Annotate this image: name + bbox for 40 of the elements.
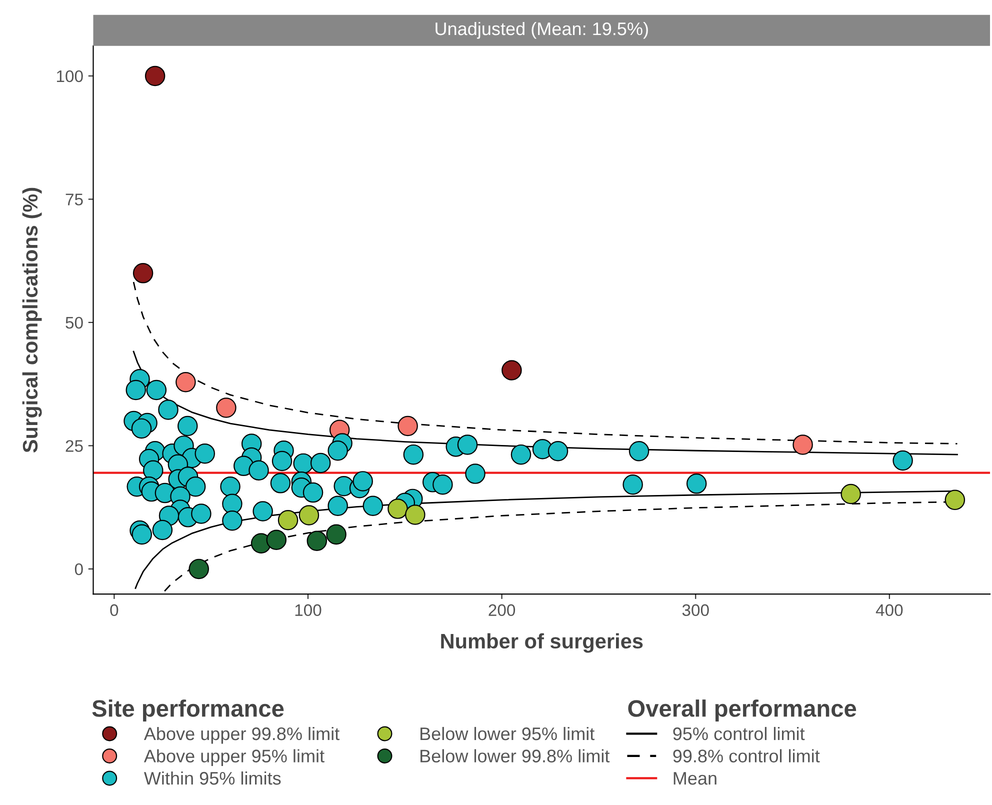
x-axis-title: Number of surgeries (441, 633, 643, 653)
y-tick-label: 25 (66, 440, 83, 452)
point (132, 263, 154, 284)
x-tick-label: 100 (295, 604, 322, 616)
x-tick-label: 200 (488, 604, 516, 616)
point (944, 490, 966, 510)
legend-label: Below lower 99.8% limit (420, 749, 610, 762)
text: Overall performance (628, 700, 856, 722)
legend-label: Above upper 99.8% limit (144, 726, 340, 744)
y-tick-label: 75 (66, 194, 83, 206)
y-axis-title: Surgical complications (%) (22, 188, 42, 453)
y-tick-label: 100 (56, 70, 83, 82)
point (388, 498, 408, 519)
point (398, 416, 418, 436)
point (278, 510, 298, 530)
legend-label: Below lower 95% limit (420, 726, 595, 740)
point (188, 558, 209, 580)
legend-label: Within 95% limits (144, 771, 281, 785)
legend-label: 95% control limit (673, 726, 805, 740)
legend-label: Mean (674, 772, 716, 785)
point (266, 530, 287, 550)
point (216, 398, 236, 418)
x-tick-label: 400 (876, 604, 903, 616)
x-tick-label: 300 (682, 604, 709, 616)
point (840, 484, 861, 504)
y-tick-label: 0 (74, 563, 83, 576)
point (405, 504, 426, 525)
point (792, 434, 813, 455)
x-tick-label: 0 (110, 604, 118, 616)
point (326, 524, 346, 545)
legend-label: Above upper 95% limit (144, 749, 324, 766)
point (306, 530, 328, 551)
y-tick-label: 50 (66, 316, 83, 329)
chart-title: Unadjusted (Mean: 19.5%) (436, 22, 648, 39)
point (298, 505, 320, 526)
text: Site performance (92, 700, 284, 722)
point (176, 372, 196, 392)
point (144, 66, 166, 86)
point (502, 360, 522, 380)
legend-label: 99.8% control limit (673, 749, 820, 762)
